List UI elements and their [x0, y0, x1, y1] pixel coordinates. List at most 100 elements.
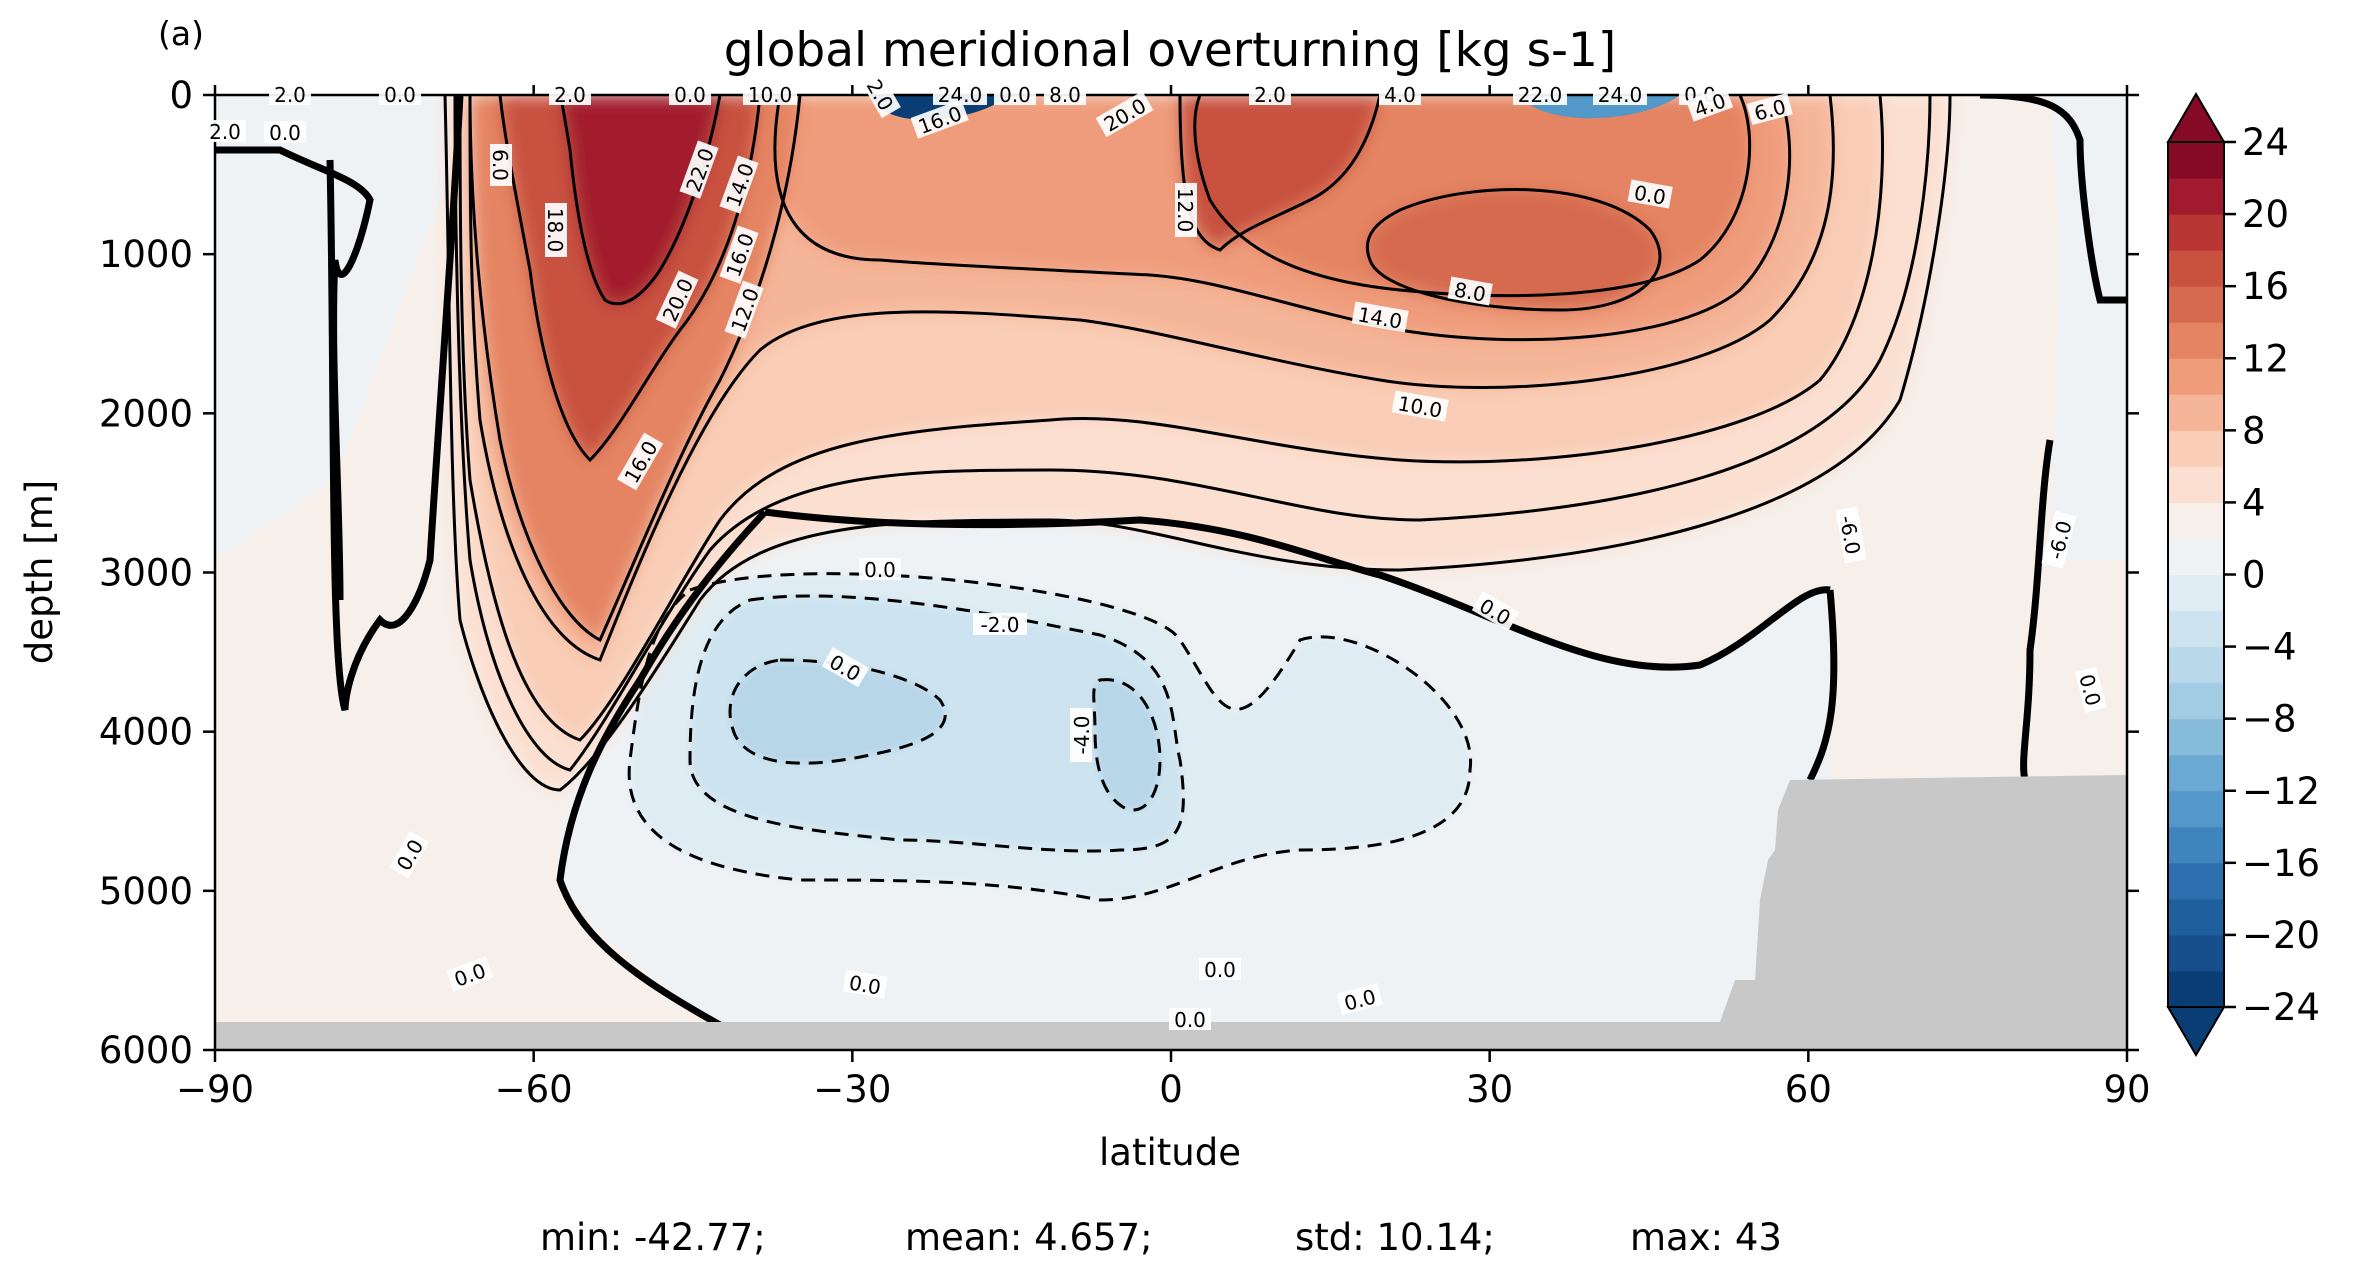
contour-label: 6.0 — [488, 144, 512, 186]
panel-label: (a) — [158, 14, 204, 53]
contour-10 — [773, 95, 1792, 342]
colorbar-extend-min — [2166, 1006, 2226, 1057]
svg-text:10.0: 10.0 — [748, 83, 793, 107]
svg-text:22.0: 22.0 — [1518, 83, 1563, 107]
zero-contour-west — [326, 95, 464, 712]
x-tick-label: 60 — [1785, 1068, 1832, 1111]
contour-label: 0.0 — [669, 83, 711, 107]
colorbar: 24 20 16 12 8 4 0 −4 −8 −12 −16 −20 −24 — [2166, 92, 2320, 1057]
contour-label: 8.0 — [1447, 276, 1493, 307]
colorbar-segment — [2168, 250, 2224, 287]
colorbar-segment — [2168, 466, 2224, 503]
svg-text:2.0: 2.0 — [1254, 83, 1286, 107]
svg-text:4.0: 4.0 — [1384, 83, 1416, 107]
colorbar-tick-label: 24 — [2242, 121, 2289, 164]
colorbar-tick-label: 8 — [2242, 409, 2266, 452]
contour-label: 14.0 — [1351, 301, 1409, 334]
zero-contour-abyssal — [556, 509, 768, 1029]
contour-label: 0.0 — [859, 558, 901, 582]
svg-text:0.0: 0.0 — [384, 83, 416, 107]
x-tick-label: −90 — [176, 1068, 254, 1111]
contour-label: 2.0 — [204, 120, 246, 144]
colorbar-segment — [2168, 718, 2224, 756]
contour-label: 0.0 — [1199, 958, 1241, 982]
zero-contour-west2 — [215, 146, 374, 601]
colorbar-segment — [2168, 430, 2224, 467]
stat-std: std: 10.14; — [1295, 1216, 1495, 1259]
bathymetry-mask — [215, 775, 2127, 1050]
contour-6 — [458, 95, 1884, 742]
colorbar-tick-label: −4 — [2242, 626, 2297, 669]
equatorial-positive-core — [1180, 95, 1380, 250]
axes: −90 −60 −30 0 30 60 90 0 1000 2000 3000 4000 5000 600… — [99, 74, 2151, 1111]
svg-text:0.0: 0.0 — [999, 83, 1031, 107]
negative-contours — [627, 572, 1472, 902]
contour-label: 0.0 — [994, 83, 1036, 107]
contour-label: 18.0 — [543, 203, 567, 257]
svg-text:18.0: 18.0 — [543, 208, 567, 253]
colorbar-segment — [2168, 970, 2224, 1008]
contour-minus-6-core — [1092, 678, 1162, 812]
colorbar-tick-label: 16 — [2242, 265, 2289, 308]
colorbar-segment — [2168, 790, 2224, 828]
contour-label: 22.0 — [1513, 83, 1567, 107]
negative-contour-band-6 — [730, 660, 946, 764]
colorbar-segment — [2168, 286, 2224, 323]
svg-text:2.0: 2.0 — [554, 83, 586, 107]
colorbar-segment — [2168, 502, 2224, 539]
y-tick-label: 6000 — [99, 1029, 193, 1072]
colorbar-segment — [2168, 862, 2224, 900]
zero-contour-main — [764, 508, 1831, 671]
x-tick-label: 0 — [1159, 1068, 1183, 1111]
colorbar-segment — [2168, 358, 2224, 395]
zero-contour-east — [1806, 589, 1838, 782]
contour-2 — [443, 95, 1952, 792]
contour-label: 2.0 — [549, 83, 591, 107]
x-tick-label: −30 — [813, 1068, 891, 1111]
colorbar-segment — [2168, 178, 2224, 215]
colorbar-segment — [2168, 754, 2224, 792]
contour-minus-6 — [728, 658, 947, 765]
x-tick-label: −60 — [495, 1068, 573, 1111]
svg-text:0.0: 0.0 — [269, 121, 301, 145]
contour-label: 4.0 — [1379, 83, 1421, 107]
colorbar-tick-label: 4 — [2242, 481, 2266, 524]
colorbar-tick-label: −24 — [2242, 986, 2320, 1029]
colorbar-segment — [2168, 214, 2224, 251]
zero-contour-north-surface — [1979, 95, 2127, 304]
stat-max: max: 43 — [1630, 1216, 1782, 1259]
svg-text:6.0: 6.0 — [488, 149, 512, 181]
contour-label: 0.0 — [1169, 1008, 1211, 1032]
y-tick-label: 1000 — [99, 233, 193, 276]
contour-label: 0.0 — [264, 121, 306, 145]
svg-text:2.0: 2.0 — [209, 120, 241, 144]
contour-label: 12.0 — [1173, 183, 1197, 237]
contour-label: 2.0 — [269, 83, 311, 107]
contour-14 — [1365, 188, 1662, 312]
colorbar-segment — [2168, 826, 2224, 864]
colorbar-tick-label: 20 — [2242, 193, 2289, 236]
colorbar-segment — [2168, 538, 2224, 575]
southern-cell-core — [560, 95, 720, 304]
contour-label: 2.0 — [1249, 83, 1291, 107]
contour-label: 24.0 — [1593, 83, 1647, 107]
contour-label: -4.0 — [1070, 708, 1094, 762]
colorbar-segment — [2168, 394, 2224, 431]
colorbar-tick-label: −20 — [2242, 914, 2320, 957]
plot-area — [213, 93, 2129, 1052]
svg-text:0.0: 0.0 — [1174, 1008, 1206, 1032]
y-axis-label: depth [m] — [18, 480, 61, 664]
colorbar-segment — [2168, 898, 2224, 936]
y-tick-label: 5000 — [99, 870, 193, 913]
colorbar-segment — [2168, 142, 2224, 179]
svg-text:-4.0: -4.0 — [1070, 715, 1094, 754]
colorbar-tick-label: −12 — [2242, 770, 2320, 813]
svg-text:24.0: 24.0 — [1598, 83, 1643, 107]
contour-label: 8.0 — [1044, 83, 1086, 107]
contour-label: 24.0 — [933, 83, 987, 107]
contour-8 — [468, 95, 1835, 662]
contour-label: 10.0 — [743, 83, 797, 107]
colorbar-segment — [2168, 682, 2224, 720]
stat-min: min: -42.77; — [540, 1216, 766, 1259]
deep-negative-core — [1093, 679, 1160, 810]
